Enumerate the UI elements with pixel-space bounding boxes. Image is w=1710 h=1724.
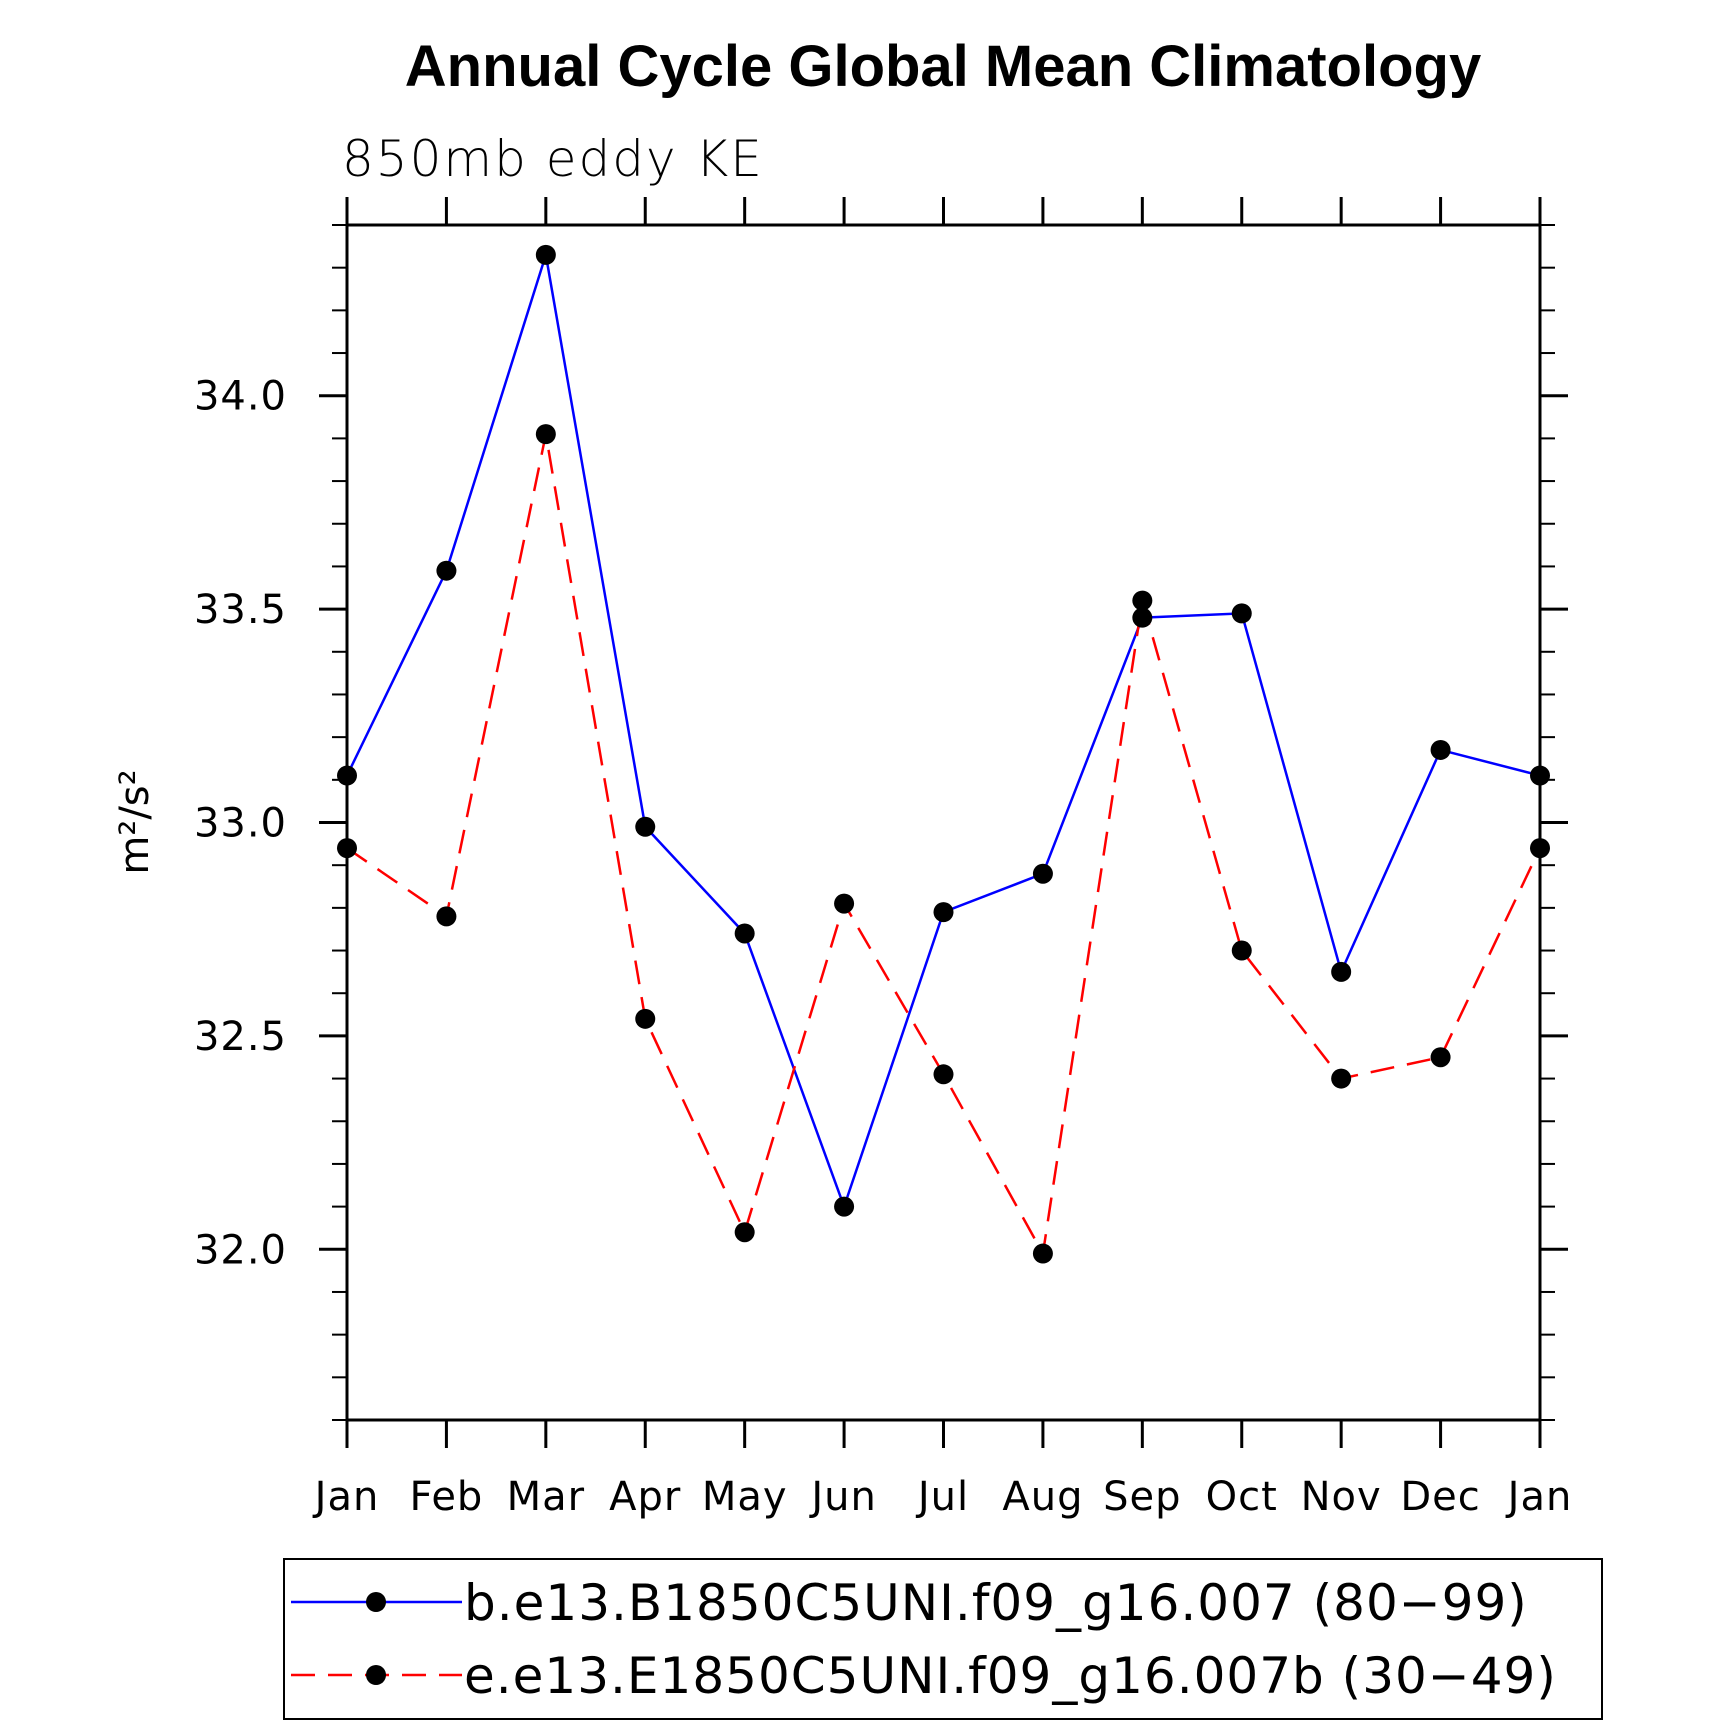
data-point-series-1 <box>933 902 954 923</box>
data-point-series-1 <box>1231 603 1252 624</box>
data-point-series-2 <box>734 1222 755 1243</box>
x-ticks <box>345 197 1542 1448</box>
x-tick-label: Oct <box>1206 1474 1278 1520</box>
y-tick-label: 33.5 <box>194 587 287 633</box>
legend-marker-series-1 <box>366 1592 386 1612</box>
data-point-series-1 <box>1132 607 1153 628</box>
legend-label-series-2: e.e13.E1850C5UNI.f09_g16.007b (30−49) <box>464 1647 1557 1705</box>
data-point-series-1 <box>1430 739 1451 760</box>
y-tick-label: 32.0 <box>194 1227 287 1273</box>
data-point-series-1 <box>1331 961 1352 982</box>
data-point-series-2 <box>1231 940 1252 961</box>
data-point-series-1 <box>337 765 357 786</box>
data-point-series-2 <box>436 906 457 927</box>
data-point-series-1 <box>635 816 656 837</box>
plot-frame <box>345 223 1542 1422</box>
data-point-series-1 <box>734 923 755 944</box>
y-tick-label: 34.0 <box>194 374 287 420</box>
series-layer <box>337 244 1550 1264</box>
data-point-series-1 <box>1032 863 1053 884</box>
x-tick-label: Jun <box>808 1474 877 1520</box>
x-tick-label: Jan <box>1505 1474 1573 1520</box>
x-tick-label: Aug <box>1002 1474 1083 1520</box>
series-line-2 <box>346 433 1542 1258</box>
data-point-series-1 <box>535 244 556 265</box>
series-line-1 <box>345 254 1541 1211</box>
legend-marker-series-2 <box>366 1665 386 1685</box>
data-point-series-1 <box>834 1196 855 1217</box>
y-axis-label: m²/s² <box>112 769 158 874</box>
x-tick-label: Feb <box>410 1474 484 1520</box>
data-point-series-2 <box>535 424 556 445</box>
x-tick-label: Jul <box>915 1474 969 1520</box>
y-tick-label: 33.0 <box>194 801 287 847</box>
chart-subtitle: 850mb eddy KE <box>342 130 764 188</box>
data-point-series-1 <box>436 560 457 581</box>
data-point-series-2 <box>1331 1068 1352 1089</box>
y-tick-label: 32.5 <box>194 1014 287 1060</box>
legend-label-series-1: b.e13.B1850C5UNI.f09_g16.007 (80−99) <box>464 1574 1528 1632</box>
x-tick-label: Mar <box>507 1474 585 1520</box>
x-tick-label: Sep <box>1103 1474 1181 1520</box>
x-tick-label: Dec <box>1400 1474 1480 1520</box>
data-point-series-2 <box>1032 1243 1053 1264</box>
data-point-series-2 <box>635 1008 656 1029</box>
y-tick-labels: 32.0 32.5 33.0 33.5 34.0 <box>194 374 287 1274</box>
chart-title: Annual Cycle Global Mean Climatology <box>405 34 1481 99</box>
x-tick-label: Jan <box>312 1474 380 1520</box>
data-point-series-2 <box>1430 1047 1451 1068</box>
data-point-series-2 <box>933 1064 954 1085</box>
legend: b.e13.B1850C5UNI.f09_g16.007 (80−99) e.e… <box>283 1558 1603 1720</box>
x-tick-label: May <box>702 1474 788 1520</box>
data-point-series-1 <box>1530 765 1550 786</box>
data-point-series-2 <box>834 893 855 914</box>
data-point-series-2 <box>337 838 357 859</box>
data-point-series-2 <box>1530 838 1550 859</box>
data-point-series-2 <box>1132 590 1153 611</box>
x-tick-labels: Jan Feb Mar Apr May Jun Jul Aug Sep Oct Nov Dec Jan <box>312 1474 1573 1520</box>
x-tick-label: Apr <box>609 1474 681 1520</box>
y-ticks <box>319 224 1568 1421</box>
x-tick-label: Nov <box>1301 1474 1382 1520</box>
legend-box <box>283 1558 1603 1720</box>
